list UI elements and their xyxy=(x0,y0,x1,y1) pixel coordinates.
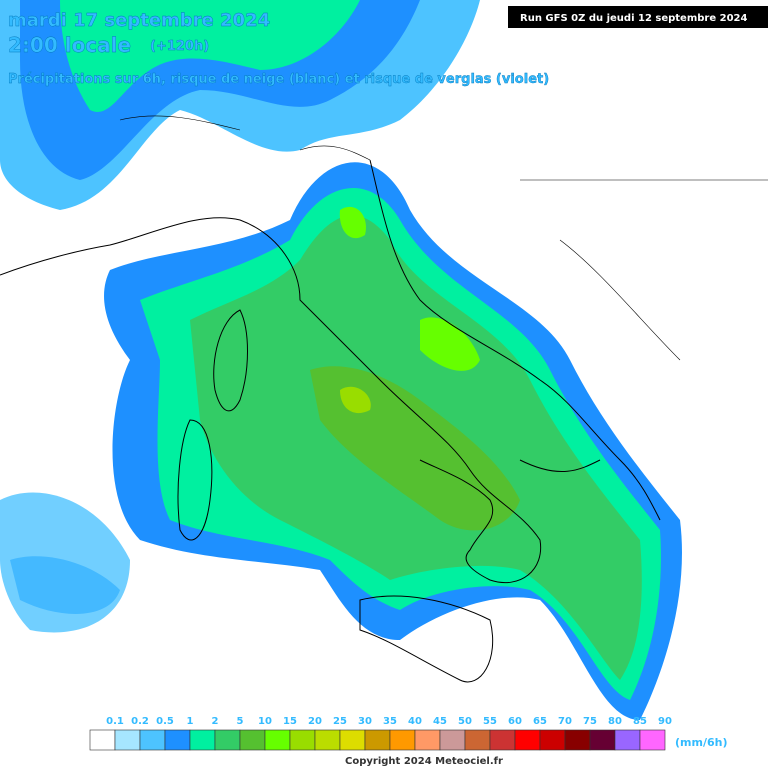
legend-label: 75 xyxy=(583,716,597,727)
legend-swatch xyxy=(514,729,541,751)
coastlines xyxy=(0,115,768,683)
legend-swatch xyxy=(239,729,266,751)
legend-swatch xyxy=(639,729,666,751)
legend-label: 0.1 xyxy=(106,716,124,727)
run-box xyxy=(508,6,768,28)
legend-label: 90 xyxy=(658,716,672,727)
legend-swatch xyxy=(539,729,566,751)
legend-label: 10 xyxy=(258,716,272,727)
legend-label: 15 xyxy=(283,716,297,727)
legend-label: 5 xyxy=(237,716,244,727)
legend-label: 55 xyxy=(483,716,497,727)
legend-swatch xyxy=(314,729,341,751)
legend-label: 30 xyxy=(358,716,372,727)
legend-swatch xyxy=(339,729,366,751)
lead-time: (+120h) xyxy=(150,39,209,54)
legend-label: 35 xyxy=(383,716,397,727)
legend-swatch xyxy=(564,729,591,751)
legend-swatch xyxy=(114,729,141,751)
legend-label: 2 xyxy=(212,716,219,727)
legend-label: 0.5 xyxy=(156,716,174,727)
map-title: mardi 17 septembre 2024 xyxy=(8,10,270,31)
legend-swatch xyxy=(589,729,616,751)
legend-label: 65 xyxy=(533,716,547,727)
legend-label: 80 xyxy=(608,716,622,727)
legend-swatch xyxy=(414,729,441,751)
legend-label: 25 xyxy=(333,716,347,727)
legend-swatch xyxy=(264,729,291,751)
legend-swatch xyxy=(189,729,216,751)
legend-swatch xyxy=(389,729,416,751)
valid-time: 2:00 locale xyxy=(8,33,131,57)
legend: 0.1 0.2 0.5 1 2 5 10 15 20 25 30 35 40 45 50 55 60 65 70 75… xyxy=(89,716,672,751)
legend-swatch xyxy=(164,729,191,751)
legend-swatch xyxy=(289,729,316,751)
legend-label: 45 xyxy=(433,716,447,727)
subtitle: Précipitations sur 6h, risque de neige (… xyxy=(8,72,549,87)
legend-label: 1 xyxy=(187,716,194,727)
run-info: Run GFS 0Z du jeudi 12 septembre 2024 xyxy=(520,13,747,24)
legend-swatch xyxy=(89,729,116,751)
copyright: Copyright 2024 Meteociel.fr xyxy=(345,756,503,767)
legend-unit: (mm/6h) xyxy=(675,736,727,749)
legend-label: 70 xyxy=(558,716,572,727)
legend-swatch xyxy=(464,729,491,751)
legend-swatch xyxy=(139,729,166,751)
legend-swatch xyxy=(364,729,391,751)
legend-swatch xyxy=(489,729,516,751)
legend-swatch xyxy=(439,729,466,751)
legend-label: 40 xyxy=(408,716,422,727)
legend-label: 0.2 xyxy=(131,716,149,727)
legend-swatch xyxy=(214,729,241,751)
legend-label: 85 xyxy=(633,716,647,727)
legend-label: 60 xyxy=(508,716,522,727)
legend-label: 20 xyxy=(308,716,322,727)
legend-swatch xyxy=(614,729,641,751)
legend-label: 50 xyxy=(458,716,472,727)
